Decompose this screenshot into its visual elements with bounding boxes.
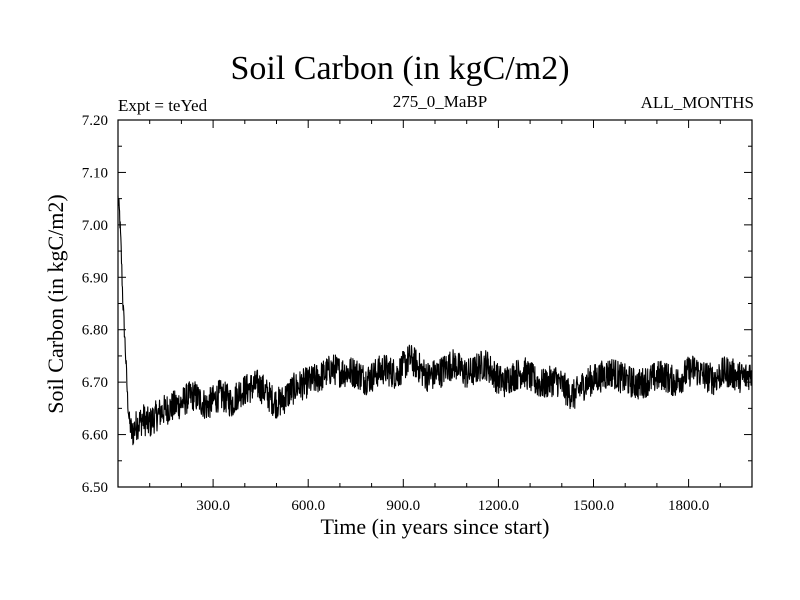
period-label: 275_0_MaBP — [392, 92, 488, 111]
x-axis-label: Time (in years since start) — [320, 514, 550, 539]
y-tick-label: 7.20 — [82, 113, 108, 129]
x-tick-label: 300.0 — [196, 498, 230, 514]
x-tick-label: 1200.0 — [478, 498, 519, 514]
series-line — [117, 195, 753, 446]
x-tick-label: 1800.0 — [668, 498, 709, 514]
chart-title: Soil Carbon (in kgC/m2) — [230, 50, 570, 87]
x-tick-label: 1500.0 — [573, 498, 614, 514]
y-tick-label: 6.60 — [82, 428, 108, 444]
experiment-label: Expt = teYed — [118, 96, 208, 115]
y-tick-label: 6.90 — [82, 270, 108, 286]
y-tick-label: 7.00 — [82, 218, 108, 234]
x-tick-label: 600.0 — [291, 498, 325, 514]
ticks-layer: 6.50 6.60 6.70 6.80 6.90 7.00 7.10 7.20 300.0 600… — [82, 113, 752, 514]
y-tick-label: 6.50 — [82, 480, 108, 496]
series-layer — [117, 195, 753, 446]
y-tick-label: 7.10 — [82, 165, 108, 181]
plot-frame — [117, 119, 753, 488]
months-label: ALL_MONTHS — [640, 93, 754, 112]
y-tick-label: 6.70 — [82, 375, 108, 391]
y-tick-label: 6.80 — [82, 323, 108, 339]
x-tick-label: 900.0 — [386, 498, 420, 514]
